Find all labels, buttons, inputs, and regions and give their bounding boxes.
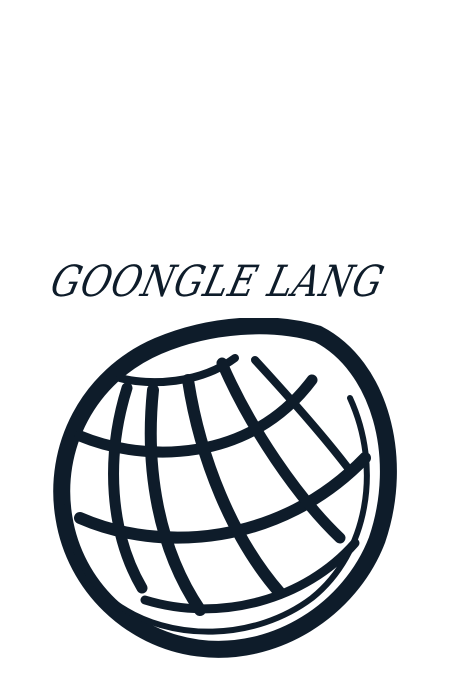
globe-latitude-middle [74, 452, 371, 544]
globe-latitude-upper [74, 374, 318, 458]
globe-meridian-1 [108, 382, 148, 594]
globe-latitude-lower [140, 538, 360, 614]
globe-meridian-3 [182, 374, 286, 599]
globe-meridian-2 [144, 384, 206, 616]
globe-inner-outline [64, 395, 370, 635]
globe-meridian-4 [216, 357, 346, 544]
globe-icon [53, 318, 397, 658]
globe-outer-ring [53, 318, 397, 658]
brand-title: GOONGLE LANG [45, 257, 390, 307]
globe-meridian-5 [251, 356, 352, 472]
